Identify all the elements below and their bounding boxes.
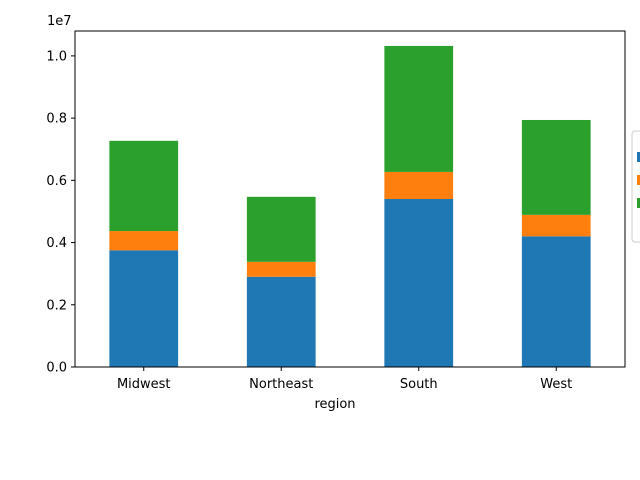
bar-west-series-3 bbox=[521, 119, 591, 215]
y-tick-label: 0.8 bbox=[46, 112, 67, 127]
plot-frame bbox=[74, 30, 626, 368]
y-tick-label: 0.6 bbox=[46, 174, 67, 189]
bar-west-series-1 bbox=[521, 236, 591, 367]
bar-northeast-series-2 bbox=[246, 261, 316, 277]
legend-swatch-series-3 bbox=[637, 198, 640, 208]
y-tick-label: 0.4 bbox=[46, 236, 67, 251]
y-tick-label: 0.2 bbox=[46, 298, 67, 313]
x-axis: Midwest Northeast South West bbox=[117, 367, 572, 392]
bar-south-series-3 bbox=[384, 45, 454, 172]
bar-midwest-series-1 bbox=[109, 250, 179, 367]
legend bbox=[631, 130, 640, 243]
y-offset-label: 1e7 bbox=[47, 14, 72, 29]
x-axis-label: region bbox=[314, 397, 355, 412]
y-axis: 0.0 0.2 0.4 0.6 0.8 1.0 bbox=[46, 49, 75, 376]
bar-south-series-1 bbox=[384, 199, 454, 367]
bar-south-series-2 bbox=[384, 171, 454, 199]
bar-northeast-series-1 bbox=[246, 276, 316, 367]
y-tick-label: 0.0 bbox=[46, 361, 67, 376]
y-tick-label: 1.0 bbox=[46, 49, 67, 64]
x-tick-label: Northeast bbox=[249, 377, 313, 392]
bar-midwest-series-3 bbox=[109, 140, 179, 232]
x-tick-label: Midwest bbox=[117, 377, 171, 392]
legend-box bbox=[631, 130, 640, 243]
bar-midwest-series-2 bbox=[109, 231, 179, 251]
x-tick-label: South bbox=[400, 377, 438, 392]
bar-west-series-2 bbox=[521, 214, 591, 237]
bar-northeast-series-3 bbox=[246, 196, 316, 262]
legend-swatch-series-1 bbox=[637, 152, 640, 162]
legend-swatch-series-2 bbox=[637, 175, 640, 185]
bars-layer bbox=[109, 45, 591, 367]
x-tick-label: West bbox=[540, 377, 572, 392]
